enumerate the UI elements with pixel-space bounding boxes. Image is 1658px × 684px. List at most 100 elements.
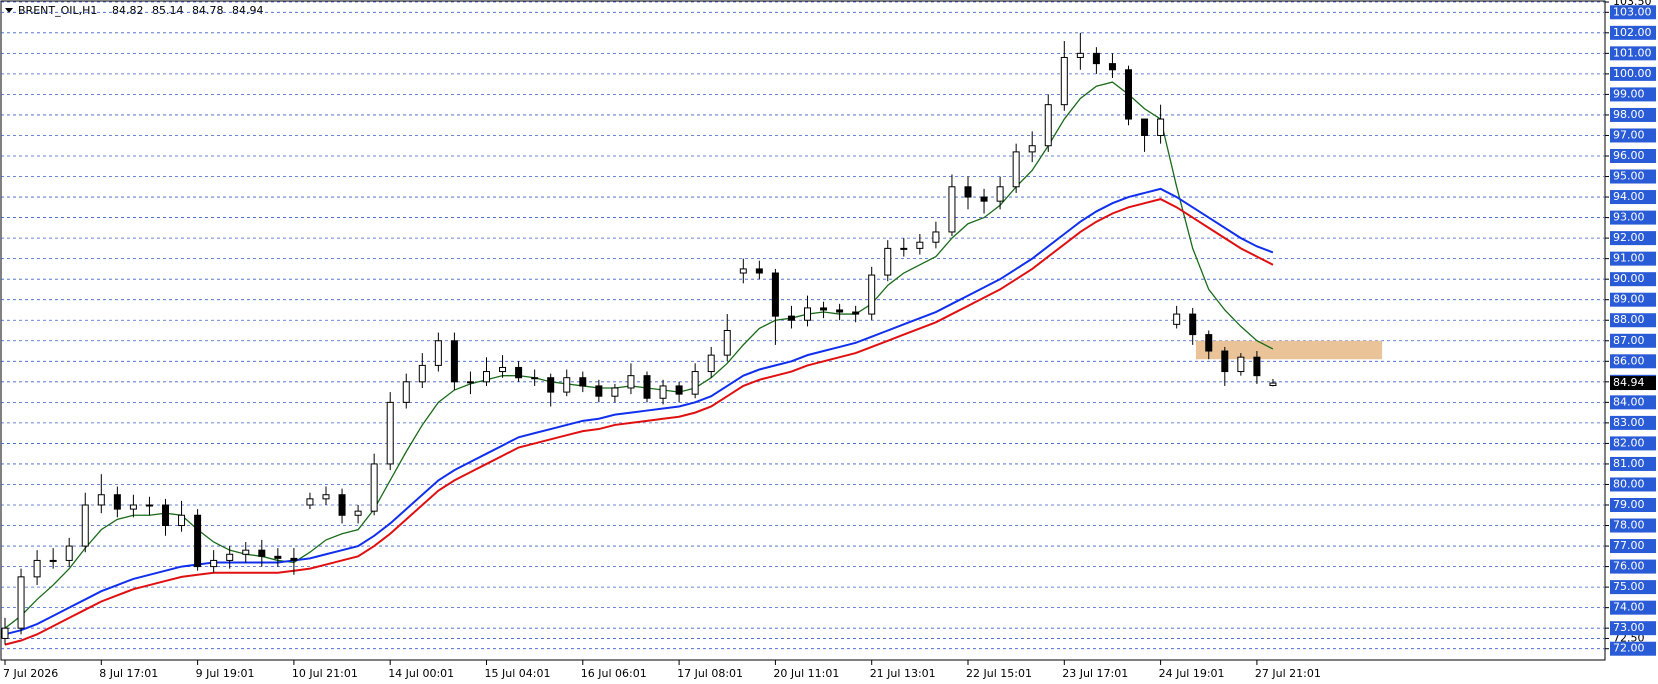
candle-body: [691, 371, 699, 395]
candle-body: [579, 377, 587, 387]
candle-body: [274, 555, 282, 559]
y-label-box: [1610, 456, 1656, 471]
candle-body: [338, 494, 346, 516]
y-tick-label: 88.00: [1613, 313, 1645, 326]
candle-body: [659, 385, 667, 399]
candle-body: [948, 186, 956, 233]
candle-body: [49, 559, 57, 562]
candle-body: [787, 315, 795, 321]
candle-body: [868, 274, 876, 315]
y-tick-label: 94.00: [1613, 190, 1645, 203]
candle-body: [17, 576, 25, 629]
candle-body: [322, 494, 330, 500]
y-tick-group: 73.00: [1610, 621, 1656, 636]
candle-body: [386, 401, 394, 465]
y-tick-label: 92.00: [1613, 231, 1645, 244]
y-label-box: [1610, 395, 1656, 410]
y-tick-label: 93.00: [1613, 211, 1645, 224]
y-label-box: [1610, 354, 1656, 369]
y-label-box: [1610, 190, 1656, 205]
x-tick-label: 10 Jul 21:01: [292, 667, 358, 680]
y-tick-label: 96.00: [1613, 149, 1645, 162]
y-tick-group: 78.00: [1610, 518, 1656, 533]
y-tick-group: 77.00: [1610, 539, 1656, 554]
y-tick-group: 103.00: [1610, 5, 1656, 20]
candle-body: [113, 494, 121, 510]
y-label-box: [1610, 251, 1656, 266]
candle-body: [1189, 313, 1197, 336]
y-label-box: [1610, 313, 1656, 328]
y-tick-group: 100.00: [1610, 66, 1656, 81]
candle-body: [1173, 313, 1181, 325]
candle-body: [820, 307, 828, 311]
candle-body: [1092, 52, 1100, 65]
candle-body: [1237, 356, 1245, 373]
x-tick-label: 20 Jul 11:01: [773, 667, 839, 680]
y-tick-label: 79.00: [1613, 498, 1645, 511]
candle-body: [627, 375, 635, 389]
y-tick-group: 98.00: [1610, 107, 1656, 122]
candle-body: [1, 627, 9, 639]
y-tick-group: 72.00: [1610, 641, 1656, 656]
x-tick-label: 24 Jul 19:01: [1159, 667, 1225, 680]
y-tick-label: 86.00: [1613, 354, 1645, 367]
candle-body: [1108, 63, 1116, 71]
price-zone: [1195, 340, 1383, 360]
y-tick-label: 99.00: [1613, 87, 1645, 100]
x-tick-label: 8 Jul 17:01: [99, 667, 158, 680]
candle-body: [996, 186, 1004, 202]
y-tick-group: 81.00: [1610, 456, 1656, 471]
candle-body: [499, 366, 507, 373]
y-tick-label: 103.50: [1613, 0, 1652, 8]
y-tick-label: 73.00: [1613, 621, 1645, 634]
y-tick-label: 98.00: [1613, 108, 1645, 121]
candle-body: [1205, 334, 1213, 352]
y-tick-label: 87.00: [1613, 334, 1645, 347]
y-tick-label: 77.00: [1613, 539, 1645, 552]
y-tick-label: 76.00: [1613, 560, 1645, 573]
candle-body: [145, 504, 153, 507]
current-price: 84.94: [1613, 376, 1645, 389]
y-label-box: [1610, 559, 1656, 574]
y-label-box: [1610, 5, 1656, 20]
candle-body: [771, 272, 779, 317]
candle-body: [242, 549, 250, 555]
candle-body: [595, 385, 603, 397]
y-tick-label: 103.00: [1613, 5, 1652, 18]
y-label-box: [1610, 415, 1656, 430]
y-label-box: [1610, 498, 1656, 513]
candle-body: [916, 241, 924, 249]
y-tick-group: 79.00: [1610, 498, 1656, 513]
y-tick-group: 86.00: [1610, 354, 1656, 369]
candle-body: [884, 247, 892, 276]
candle-body: [980, 196, 988, 202]
y-label-box: [1610, 580, 1656, 595]
y-tick-label: 74.00: [1613, 601, 1645, 614]
y-tick-group: 83.00: [1610, 415, 1656, 430]
candle-body: [675, 385, 683, 395]
x-tick-label: 9 Jul 19:01: [196, 667, 255, 680]
header-open: 84.82: [112, 4, 144, 17]
y-label-box: [1610, 518, 1656, 533]
chart-title: BRENT_OIL,H1: [18, 4, 97, 17]
price-label-box: [1610, 376, 1656, 391]
candle-body: [162, 504, 169, 527]
header-low: 84.78: [192, 4, 224, 17]
y-tick-group: 96.00: [1610, 148, 1656, 163]
candle-body: [739, 268, 747, 274]
menu-arrow[interactable]: [5, 8, 13, 13]
candle-body: [370, 463, 378, 512]
y-tick-group: 92.00: [1610, 231, 1656, 246]
moving-average: [4, 81, 1274, 629]
y-tick-label: 81.00: [1613, 457, 1645, 470]
candle-body: [178, 514, 186, 527]
y-tick-group: 89.00: [1610, 292, 1656, 307]
candle-body: [563, 377, 571, 393]
y-tick-group: 75.00: [1610, 580, 1656, 595]
y-tick-group: 97.00: [1610, 128, 1656, 143]
candle-body: [1076, 52, 1084, 58]
y-label-box: [1610, 25, 1656, 40]
candle-body: [1221, 350, 1229, 373]
candle-body: [547, 377, 555, 393]
x-tick-label: 7 Jul 2026: [3, 667, 58, 680]
